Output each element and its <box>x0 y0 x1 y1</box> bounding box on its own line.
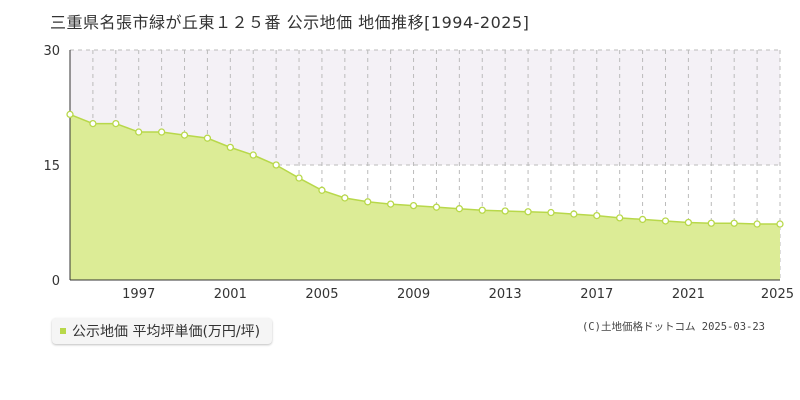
x-tick-label: 1997 <box>122 287 155 302</box>
legend-label: 公示地価 平均坪単価(万円/坪) <box>72 324 261 340</box>
data-point <box>455 205 464 213</box>
data-point <box>593 211 601 220</box>
data-point <box>157 128 166 136</box>
data-point <box>386 200 395 208</box>
data-point <box>249 151 257 159</box>
data-point <box>684 218 693 227</box>
x-tick-label: 2009 <box>397 287 430 302</box>
axis-layer <box>69 50 780 281</box>
data-point <box>112 119 120 128</box>
chart-title: 三重県名張市緑が丘東１２５番 公示地価 地価推移[1994-2025] <box>50 13 530 32</box>
data-point <box>707 219 715 227</box>
data-point <box>478 206 486 214</box>
data-point <box>272 161 280 169</box>
data-point <box>66 110 74 119</box>
area-layer <box>69 113 780 281</box>
xtick-layer: 1997 2001 2005 2009 2013 2017 2021 2025 <box>122 287 794 302</box>
data-point <box>501 207 509 215</box>
data-point <box>570 210 578 218</box>
point-layer <box>66 110 784 228</box>
x-tick-label: 2021 <box>672 287 705 302</box>
legend-swatch <box>60 328 66 334</box>
data-point <box>364 198 372 206</box>
x-tick-label: 2025 <box>761 287 794 302</box>
price-line <box>69 113 780 225</box>
data-point <box>730 219 738 227</box>
data-point <box>547 208 555 217</box>
x-tick-label: 2001 <box>214 287 247 302</box>
y-tick-label: 0 <box>52 274 60 289</box>
legend: 公示地価 平均坪単価(万円/坪) <box>52 318 273 344</box>
data-point <box>295 174 303 182</box>
data-point <box>616 214 624 222</box>
price-area <box>70 114 780 281</box>
data-point <box>89 119 97 128</box>
data-point <box>203 134 212 142</box>
y-tick-label: 30 <box>43 44 60 59</box>
data-point <box>661 217 670 225</box>
data-point <box>180 131 189 139</box>
data-point <box>524 208 532 216</box>
data-point <box>432 203 441 211</box>
data-point <box>409 201 418 210</box>
ytick-layer: 0 15 30 <box>43 44 60 289</box>
y-tick-label: 15 <box>43 159 60 174</box>
x-tick-label: 2005 <box>305 287 338 302</box>
data-point <box>753 220 761 228</box>
data-point <box>318 186 326 194</box>
data-point <box>776 220 784 228</box>
data-point <box>135 128 143 136</box>
x-tick-label: 2013 <box>489 287 522 302</box>
data-point <box>341 194 349 202</box>
x-tick-label: 2017 <box>580 287 613 302</box>
data-point <box>638 215 647 224</box>
data-point <box>226 143 234 152</box>
copyright-notice: (C)土地価格ドットコム 2025-03-23 <box>581 321 765 333</box>
